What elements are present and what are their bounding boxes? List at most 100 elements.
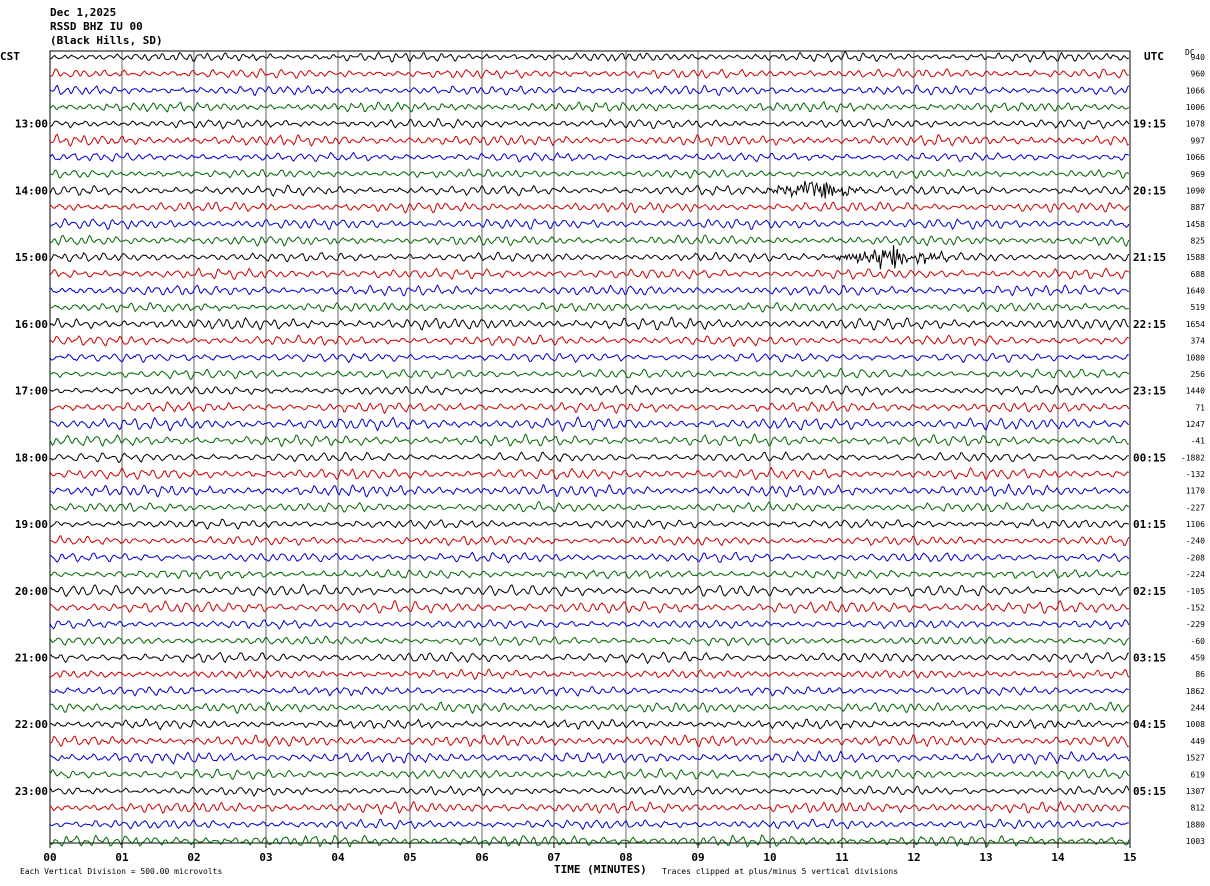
- seismic-trace: [49, 535, 1130, 547]
- seismic-trace: [49, 316, 1130, 331]
- x-tick-label: 11: [835, 851, 849, 864]
- dc-value-label: -208: [1186, 553, 1205, 562]
- seismic-trace: [49, 635, 1130, 647]
- seismic-trace: [49, 701, 1130, 715]
- seismic-trace: [49, 245, 1130, 270]
- right-hour-label: 21:15: [1133, 251, 1166, 264]
- left-hour-label: 19:00: [15, 518, 48, 531]
- seismic-trace: [49, 483, 1130, 498]
- seismic-trace: [49, 583, 1129, 597]
- seismic-trace: [49, 466, 1130, 481]
- trace-group: [49, 50, 1130, 848]
- right-hour-label: 04:15: [1133, 718, 1166, 731]
- seismic-trace: [49, 118, 1130, 130]
- x-tick-label: 12: [907, 851, 920, 864]
- dc-value-label: 812: [1191, 804, 1206, 813]
- seismic-trace: [49, 618, 1130, 630]
- header-location: (Black Hills, SD): [50, 34, 163, 47]
- dc-value-label: 969: [1191, 170, 1206, 179]
- dc-value-label: -60: [1191, 637, 1206, 646]
- dc-value-label: 374: [1191, 337, 1206, 346]
- dc-value-label: 1640: [1186, 287, 1205, 296]
- dc-value-label: 449: [1191, 737, 1206, 746]
- seismic-trace: [49, 84, 1130, 97]
- x-axis-ticks: 00 01 02 03 04 05 06 07 08 09 10 11 12 13 14 15: [43, 843, 1137, 864]
- right-hour-label: 05:15: [1133, 785, 1166, 798]
- dc-value-label: 960: [1191, 70, 1206, 79]
- x-tick-label: 09: [691, 851, 704, 864]
- seismic-trace: [49, 301, 1129, 313]
- dc-value-label: 244: [1191, 704, 1206, 713]
- seismic-trace: [49, 334, 1130, 348]
- dc-value-label: -229: [1186, 620, 1205, 629]
- right-hour-label: 19:15: [1133, 118, 1166, 131]
- left-hour-label: 13:00: [15, 118, 48, 131]
- dc-value-label: -105: [1186, 587, 1205, 596]
- dc-value-label: 1307: [1186, 787, 1205, 796]
- header-station: RSSD BHZ IU 00: [50, 20, 143, 33]
- left-hour-label: 15:00: [15, 251, 48, 264]
- x-tick-label: 03: [259, 851, 272, 864]
- dc-value-label: 887: [1191, 203, 1206, 212]
- clip-note: Traces clipped at plus/minus 5 vertical …: [662, 867, 899, 876]
- left-hour-label: 14:00: [15, 184, 48, 197]
- seismic-trace: [49, 218, 1130, 231]
- x-tick-label: 04: [331, 851, 345, 864]
- seismic-trace: [49, 384, 1129, 397]
- dc-value-label: 459: [1191, 654, 1206, 663]
- seismic-trace: [49, 415, 1130, 432]
- x-tick-label: 15: [1123, 851, 1136, 864]
- dc-value-label: 1066: [1186, 86, 1205, 95]
- dc-value-label: 1862: [1186, 687, 1205, 696]
- seismic-trace: [49, 818, 1129, 831]
- x-tick-label: 13: [979, 851, 992, 864]
- dc-value-label: -227: [1186, 503, 1205, 512]
- dc-column-label: DC: [1185, 48, 1195, 57]
- dc-value-label: 519: [1191, 303, 1206, 312]
- right-hour-label: 01:15: [1133, 518, 1166, 531]
- seismic-trace: [49, 151, 1130, 163]
- x-tick-label: 01: [115, 851, 129, 864]
- header-date: Dec 1,2025: [50, 6, 117, 19]
- dc-value-label: 1106: [1186, 520, 1205, 529]
- x-tick-label: 06: [475, 851, 489, 864]
- seismic-trace: [49, 401, 1130, 415]
- seismic-trace: [49, 767, 1130, 781]
- dc-value-label: -224: [1186, 570, 1205, 579]
- x-tick-label: 10: [763, 851, 776, 864]
- x-tick-label: 00: [43, 851, 56, 864]
- x-tick-label: 08: [619, 851, 632, 864]
- seismic-trace: [49, 668, 1130, 681]
- dc-value-label: -152: [1186, 603, 1205, 612]
- seismic-trace: [49, 800, 1130, 816]
- seismic-trace: [49, 750, 1130, 765]
- right-timezone-label: UTC: [1144, 50, 1164, 63]
- dc-value-label: 1066: [1186, 153, 1205, 162]
- dc-value-label: 1006: [1186, 103, 1205, 112]
- dc-value-label: 1880: [1186, 820, 1205, 829]
- dc-value-label: 1080: [1186, 353, 1205, 362]
- dc-value-label: 1090: [1186, 186, 1205, 195]
- seismic-trace: [49, 133, 1130, 147]
- seismic-trace: [49, 267, 1129, 280]
- dc-value-label: -240: [1186, 537, 1205, 546]
- seismic-trace: [49, 785, 1130, 798]
- seismic-trace: [49, 734, 1129, 748]
- seismic-trace: [50, 518, 1129, 530]
- right-hour-label: 00:15: [1133, 451, 1166, 464]
- x-tick-label: 14: [1051, 851, 1065, 864]
- dc-value-label: -41: [1191, 437, 1206, 446]
- left-hour-label: 16:00: [15, 318, 48, 331]
- seismic-trace: [49, 600, 1130, 615]
- right-hour-label: 23:15: [1133, 385, 1166, 398]
- seismic-trace: [49, 451, 1129, 463]
- dc-value-label: 619: [1191, 770, 1206, 779]
- right-hour-label: 03:15: [1133, 652, 1166, 665]
- seismic-trace: [49, 168, 1130, 179]
- left-hour-label: 20:00: [15, 585, 48, 598]
- dc-value-label: 1247: [1186, 420, 1205, 429]
- left-hour-label: 18:00: [15, 451, 48, 464]
- dc-value-label: -132: [1186, 470, 1205, 479]
- right-hour-labels: 19:15 20:15 21:15 22:15 23:15 00:15 01:15 02:15…: [1133, 118, 1166, 798]
- seismic-trace: [49, 201, 1130, 214]
